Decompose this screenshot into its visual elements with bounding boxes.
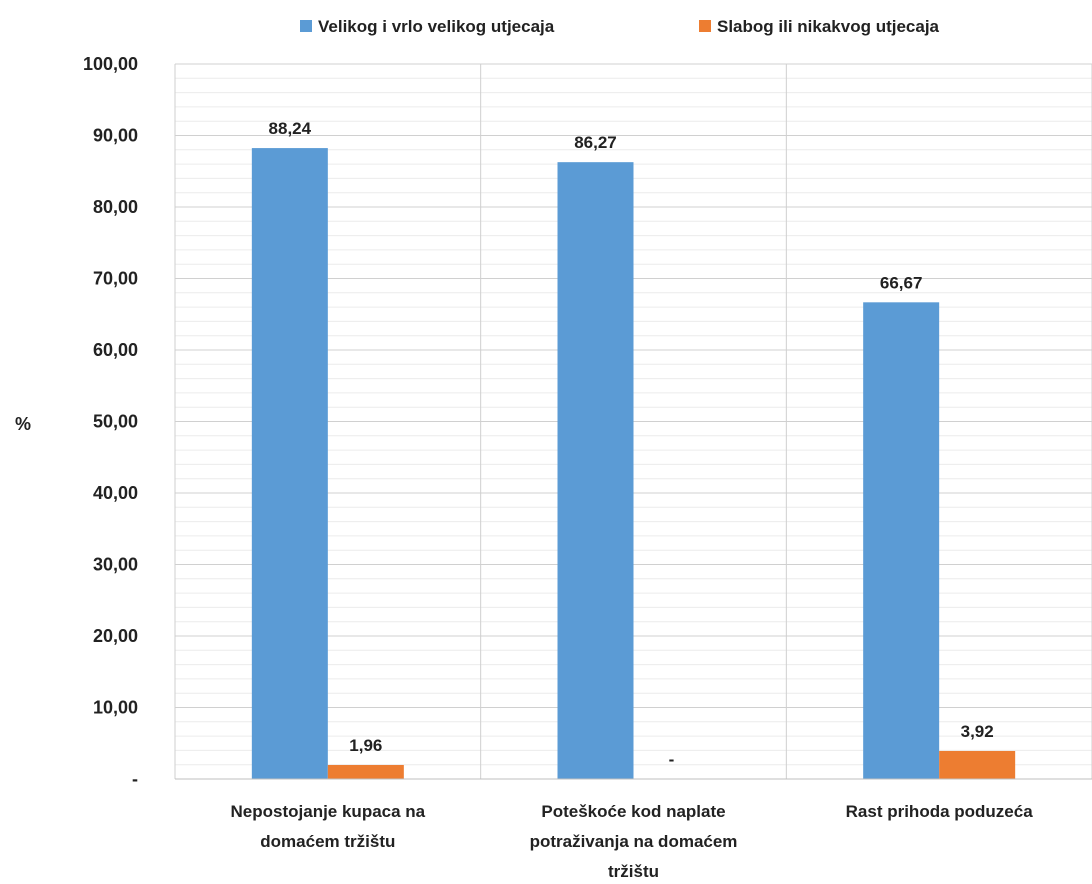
y-tick-label: 30,00 bbox=[93, 555, 138, 575]
y-tick-label: 90,00 bbox=[93, 126, 138, 146]
x-tick-label: domaćem tržištu bbox=[260, 832, 395, 851]
y-tick-label: - bbox=[132, 769, 138, 789]
data-label: - bbox=[669, 750, 675, 769]
legend-swatch-series1 bbox=[300, 20, 312, 32]
x-tick-label: tržištu bbox=[608, 862, 659, 879]
data-label: 1,96 bbox=[349, 736, 382, 755]
legend-label-series2: Slabog ili nikakvog utjecaja bbox=[717, 17, 940, 36]
data-label: 86,27 bbox=[574, 133, 617, 152]
x-tick-label: Poteškoće kod naplate bbox=[541, 802, 725, 821]
bar-series1-cat1 bbox=[251, 148, 328, 780]
y-tick-label: 100,00 bbox=[83, 54, 138, 74]
y-tick-label: 10,00 bbox=[93, 698, 138, 718]
legend-label-series1: Velikog i vrlo velikog utjecaja bbox=[318, 17, 555, 36]
bars-layer bbox=[251, 148, 1016, 780]
x-tick-label: Nepostojanje kupaca na bbox=[231, 802, 426, 821]
legend-swatch-series2 bbox=[699, 20, 711, 32]
bar-series2-cat3 bbox=[939, 750, 1016, 779]
data-label: 66,67 bbox=[880, 273, 923, 292]
x-tick-label: potraživanja na domaćem bbox=[530, 832, 738, 851]
bar-series2-cat1 bbox=[327, 764, 404, 779]
bar-series1-cat3 bbox=[863, 302, 940, 779]
x-tick-label: Rast prihoda poduzeća bbox=[846, 802, 1034, 821]
y-tick-label: 20,00 bbox=[93, 626, 138, 646]
data-label: 88,24 bbox=[269, 119, 312, 138]
data-label: 3,92 bbox=[961, 722, 994, 741]
y-tick-label: 70,00 bbox=[93, 269, 138, 289]
axis-layer: - 10,00 20,00 30,00 40,00 50,00 60,00 70,00 80,0… bbox=[15, 54, 1092, 881]
bar-series1-cat2 bbox=[557, 162, 634, 779]
legend: Velikog i vrlo velikog utjecaja Slabog il… bbox=[300, 17, 940, 36]
y-tick-label: 60,00 bbox=[93, 340, 138, 360]
y-tick-label: 80,00 bbox=[93, 197, 138, 217]
y-axis-label: % bbox=[15, 414, 31, 434]
y-tick-label: 50,00 bbox=[93, 412, 138, 432]
y-tick-label: 40,00 bbox=[93, 483, 138, 503]
labels-layer: 88,24 86,27 66,67 1,96 - 3,92 bbox=[269, 119, 994, 769]
